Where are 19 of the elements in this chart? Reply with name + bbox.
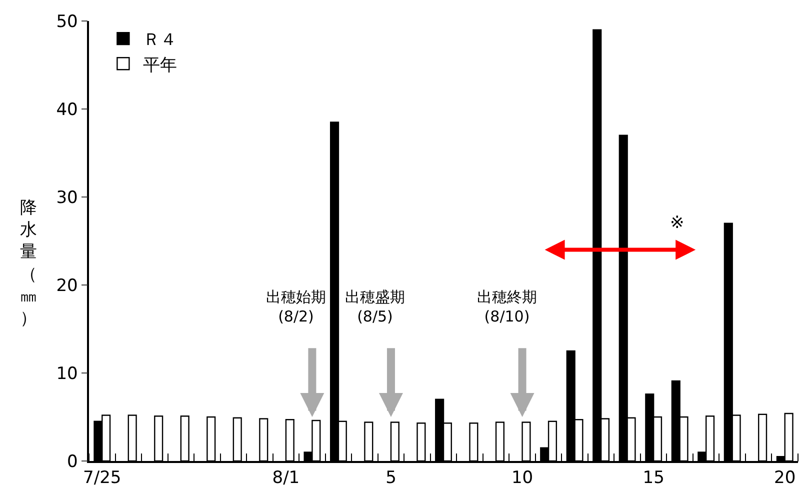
x-tick-label: 5 <box>386 468 396 488</box>
y-tick-label: 30 <box>56 188 78 208</box>
legend-label: Ｒ４ <box>143 30 178 50</box>
y-tick-label: 20 <box>56 276 78 296</box>
x-tick-label: 7/25 <box>83 468 122 488</box>
annotation: 出穂始期 (8/2) <box>266 288 326 326</box>
x-tick-label: 8/1 <box>272 468 300 488</box>
x-tick-label: 10 <box>511 468 534 488</box>
y-tick-label: 40 <box>56 100 78 120</box>
y-tick-label: 0 <box>67 452 78 472</box>
y-axis-title: 降水量（㎜） <box>20 198 37 328</box>
y-tick-label: 50 <box>56 12 78 32</box>
x-tick-label: 15 <box>642 468 664 488</box>
annotation: 出穂終期 (8/10) <box>477 288 537 326</box>
legend-label: 平年 <box>143 55 178 76</box>
x-tick-label: 20 <box>774 468 796 488</box>
annotation: ※ <box>670 213 684 233</box>
annotation: 出穂盛期 (8/5) <box>345 288 405 326</box>
y-tick-label: 10 <box>56 364 78 384</box>
